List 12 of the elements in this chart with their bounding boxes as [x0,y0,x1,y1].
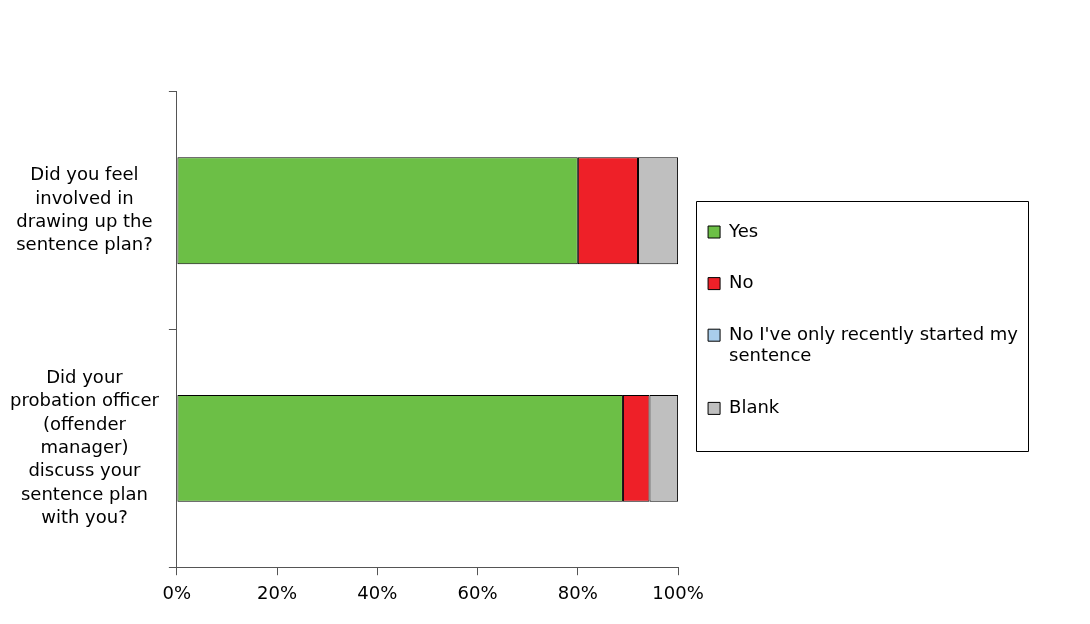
x-tick-label: 20% [257,581,298,603]
legend-label: Yes [728,219,759,241]
legend-label: Blank [729,396,780,418]
x-tick-label: 80% [557,581,598,603]
x-tick-label: 40% [357,581,398,603]
y-tick-label: Did your probation officer (offender manager) discuss your sentence plan with you? [10,365,160,528]
x-tick-label: 100% [652,581,704,603]
legend-label: No [729,271,754,293]
x-tick-label: 0% [162,581,192,603]
legend-label: No I've only recently started my sentence [729,322,1019,366]
y-tick-label: Did you feel involved in drawing up the sentence plan? [16,163,153,255]
x-tick-label: 60% [457,581,498,603]
